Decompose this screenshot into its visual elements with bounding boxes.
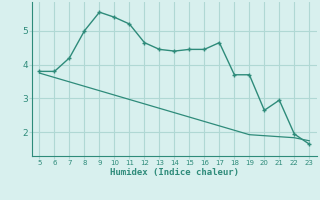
X-axis label: Humidex (Indice chaleur): Humidex (Indice chaleur) — [110, 168, 239, 177]
